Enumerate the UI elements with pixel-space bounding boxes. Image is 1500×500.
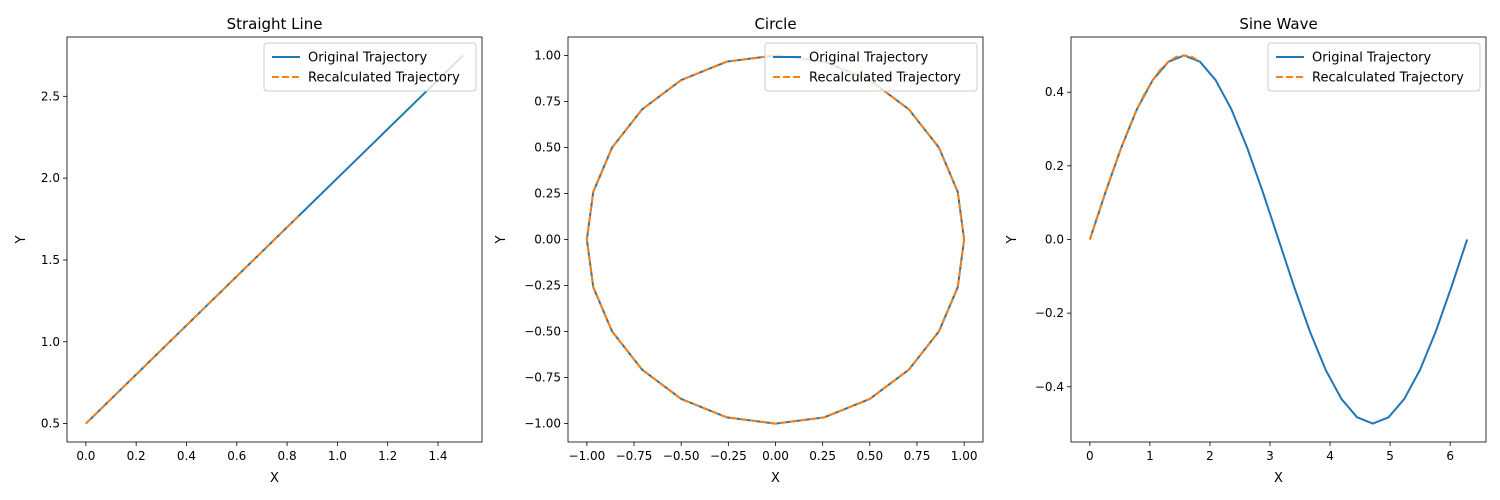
y-tick-label: −0.25 (524, 279, 561, 293)
x-tick-label: 1 (1146, 449, 1154, 463)
y-axis-label: Y (1005, 235, 1020, 244)
y-tick-label: −0.75 (524, 371, 561, 385)
x-tick-label: 0 (1086, 449, 1094, 463)
x-tick-label: 1.4 (428, 449, 447, 463)
x-tick-label: 1.2 (378, 449, 397, 463)
legend: Original Trajectory Recalculated Trajecto… (263, 42, 477, 92)
legend-entry-label: Recalculated Trajectory (809, 71, 961, 86)
y-axis-label: Y (494, 235, 509, 244)
y-tick-label: 0.25 (534, 186, 561, 200)
chart-title: Straight Line (227, 15, 323, 33)
y-tick-label: 0.00 (534, 233, 561, 247)
x-tick-label: 3 (1266, 449, 1274, 463)
x-tick-label: 0.0 (76, 449, 95, 463)
y-tick-label: 0.4 (1045, 85, 1064, 99)
y-tick-label: 0.0 (1045, 233, 1064, 247)
y-tick-label: −0.4 (1035, 380, 1064, 394)
chart-title: Circle (754, 15, 796, 33)
y-axis-label: Y (14, 235, 29, 244)
y-tick-label: −1.00 (524, 417, 561, 431)
x-tick-label: 2 (1206, 449, 1214, 463)
x-tick-label: 1.00 (951, 449, 978, 463)
subplot-0: 0.0 0.2 0.4 0.6 0.8 1.0 1.2 1.4 0.5 1.0 1.5 2.0 2.5 S… (14, 15, 483, 486)
y-tick-label: 0.75 (534, 94, 561, 108)
y-tick-label: −0.50 (524, 325, 561, 339)
series-line-recalculated (585, 54, 966, 425)
y-tick-label: −0.2 (1035, 306, 1064, 320)
chart-title: Sine Wave (1239, 15, 1317, 33)
legend-entry-label: Original Trajectory (809, 51, 928, 66)
x-tick-label: 0.8 (278, 449, 297, 463)
x-tick-label: −0.50 (663, 449, 700, 463)
x-tick-label: −0.75 (616, 449, 653, 463)
x-tick-label: 1.0 (328, 449, 347, 463)
legend-box (1267, 42, 1481, 92)
x-tick-label: 0.25 (809, 449, 836, 463)
x-axis-label: X (1274, 471, 1283, 486)
y-tick-label: 2.5 (41, 89, 60, 103)
legend: Original Trajectory Recalculated Trajecto… (1267, 42, 1481, 92)
x-tick-label: 0.4 (177, 449, 196, 463)
legend-entry-label: Original Trajectory (308, 51, 427, 66)
y-tick-label: 1.00 (534, 48, 561, 62)
y-tick-label: 0.5 (41, 417, 60, 431)
series-line-original (1088, 54, 1469, 425)
x-axis-label: X (771, 471, 780, 486)
axes-frame (66, 36, 483, 443)
x-tick-label: 6 (1446, 449, 1454, 463)
y-tick-label: 0.2 (1045, 159, 1064, 173)
subplot-1: −1.00 −0.75 −0.50 −0.25 0.00 0.25 0.50 0.75 1.00… (494, 15, 984, 486)
y-tick-label: 2.0 (41, 171, 60, 185)
x-tick-label: 0.00 (762, 449, 789, 463)
y-tick-label: 0.50 (534, 140, 561, 154)
subplot-2: 0 1 2 3 4 5 6 −0.4 −0.2 0.0 0.2 0.4 Sine Wave X Y Origi… (1005, 15, 1487, 486)
x-tick-label: 0.6 (227, 449, 246, 463)
y-tick-label: 1.5 (41, 253, 60, 267)
x-tick-label: 5 (1386, 449, 1394, 463)
legend-box (764, 42, 978, 92)
legend-box (263, 42, 477, 92)
series-line-recalculated (1088, 54, 1201, 240)
x-tick-label: −1.00 (568, 449, 605, 463)
legend-entry-label: Original Trajectory (1312, 51, 1431, 66)
series-line-original (585, 54, 966, 425)
x-tick-label: 4 (1326, 449, 1334, 463)
legend-entry-label: Recalculated Trajectory (308, 71, 460, 86)
x-tick-label: 0.2 (127, 449, 146, 463)
legend-entry-label: Recalculated Trajectory (1312, 71, 1464, 86)
y-tick-label: 1.0 (41, 335, 60, 349)
x-axis-label: X (270, 471, 279, 486)
x-tick-label: −0.25 (710, 449, 747, 463)
legend: Original Trajectory Recalculated Trajecto… (764, 42, 978, 92)
x-tick-label: 0.75 (904, 449, 931, 463)
x-tick-label: 0.50 (856, 449, 883, 463)
axes-frame (567, 36, 984, 443)
